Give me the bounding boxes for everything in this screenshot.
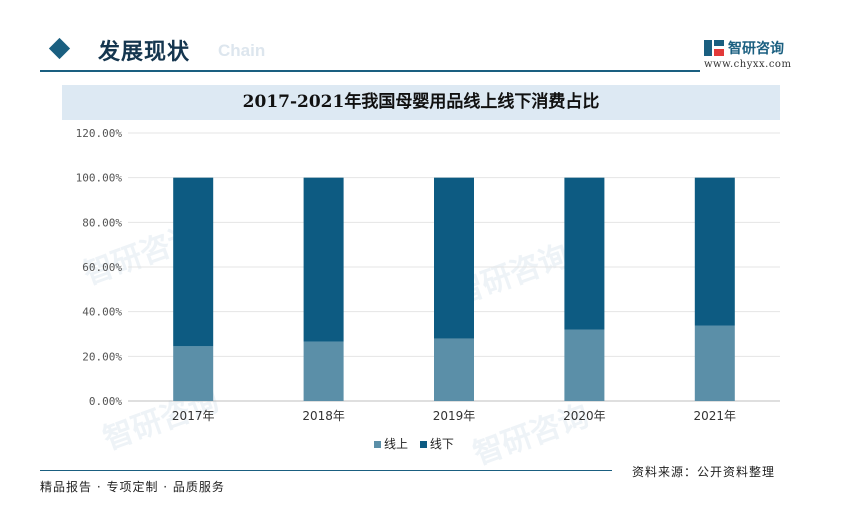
footer-divider (40, 470, 612, 471)
legend-label-offline: 线下 (429, 437, 454, 451)
bar-online (694, 325, 735, 401)
brand-url: www.chyxx.com (704, 59, 792, 70)
y-tick-label: 100.00% (76, 172, 123, 185)
brand-logo-block: 智研咨询 www.chyxx.com (700, 36, 810, 72)
y-tick-label: 120.00% (76, 127, 123, 140)
legend-item-offline: 线下 (419, 435, 454, 452)
chart-title-bar: 2017-2021年我国母婴用品线上线下消费占比 (62, 85, 780, 120)
y-tick-label: 40.00% (82, 306, 122, 319)
header-divider (40, 70, 700, 72)
bar-online (303, 341, 344, 401)
chart-title: 2017-2021年我国母婴用品线上线下消费占比 (242, 92, 600, 112)
y-tick-label: 60.00% (82, 261, 122, 274)
legend-swatch-offline (419, 441, 427, 448)
x-tick-label: 2019年 (433, 409, 476, 423)
y-tick-label: 80.00% (82, 216, 122, 229)
x-tick-label: 2017年 (172, 409, 215, 423)
bar-online (564, 329, 605, 401)
chart-legend: 线上 线下 (374, 435, 462, 451)
x-tick-label: 2018年 (302, 409, 345, 423)
bar-offline (694, 177, 735, 326)
bar-online (173, 346, 214, 401)
legend-label-online: 线上 (384, 437, 409, 451)
y-tick-label: 20.00% (82, 350, 122, 363)
legend-swatch-online (374, 441, 381, 448)
footer-slogan: 精品报告 · 专项定制 · 品质服务 (40, 480, 225, 494)
brand-logo-icon (704, 40, 724, 56)
bar-offline (434, 177, 474, 339)
bar-online (434, 338, 474, 401)
brand-name: 智研咨询 (728, 41, 784, 57)
section-header: 发展现状 Chain 智研咨询 www.chyxx.com (40, 30, 810, 74)
legend-item-online: 线上 (374, 435, 408, 452)
bar-offline (173, 177, 214, 347)
section-subtitle: Chain (218, 41, 266, 60)
y-tick-label: 0.00% (89, 395, 122, 408)
bar-offline (303, 177, 344, 342)
x-tick-label: 2020年 (563, 409, 606, 423)
footer-source: 资料来源：公开资料整理 (632, 465, 776, 479)
x-tick-label: 2021年 (694, 409, 737, 423)
bar-offline (564, 177, 605, 330)
section-title: 发展现状 (98, 39, 191, 65)
